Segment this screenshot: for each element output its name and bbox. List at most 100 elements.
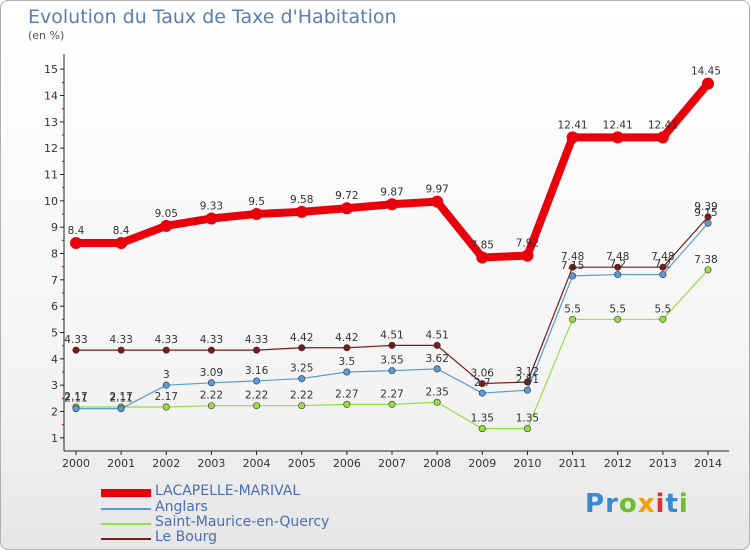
data-point[interactable] [388,400,396,408]
data-point[interactable] [298,375,306,383]
logo-letter: t [665,489,679,519]
data-point[interactable] [162,381,170,389]
data-point[interactable] [659,263,667,271]
y-tick-label: 4 [51,353,58,366]
data-label: 2.27 [335,388,358,400]
data-label: 3.12 [516,366,539,378]
data-label: 5.5 [609,303,626,315]
data-point[interactable] [433,398,441,406]
data-label: 7.85 [471,239,494,251]
data-label: 9.5 [248,196,265,208]
data-point[interactable] [659,271,667,279]
data-point[interactable] [478,425,486,433]
data-point[interactable] [343,344,351,352]
data-point[interactable] [431,195,444,208]
data-point[interactable] [117,346,125,354]
data-label: 7.92 [516,238,539,250]
data-point[interactable] [253,346,261,354]
data-point[interactable] [388,367,396,375]
data-label: 3.06 [471,368,495,380]
data-point[interactable] [569,315,577,323]
data-label: 3.25 [290,363,313,375]
data-point[interactable] [476,251,489,264]
data-label: 4.33 [109,334,132,346]
data-point[interactable] [569,272,577,280]
data-label: 2.7 [474,377,491,389]
data-point[interactable] [614,271,622,279]
data-point[interactable] [656,131,669,144]
data-point[interactable] [523,425,531,433]
data-label: 2.27 [380,388,403,400]
data-point[interactable] [386,198,398,211]
data-point[interactable] [702,77,714,90]
y-tick-label: 13 [44,116,58,129]
y-tick-label: 5 [51,327,58,340]
data-point[interactable] [162,403,170,411]
data-point[interactable] [521,249,534,262]
data-point[interactable] [704,219,712,227]
data-point[interactable] [340,202,353,215]
data-point[interactable] [569,263,577,271]
data-point[interactable] [659,315,667,323]
data-point[interactable] [115,236,128,249]
data-point[interactable] [160,219,173,232]
y-tick-label: 9 [51,221,58,234]
data-point[interactable] [70,236,82,249]
data-label: 2.22 [245,390,268,402]
data-point[interactable] [162,346,170,354]
data-point[interactable] [207,402,215,410]
data-point[interactable] [388,341,396,349]
data-label: 8.4 [68,225,85,237]
data-label: 9.15 [694,207,717,219]
legend-label: LACAPELLE-MARIVAL [155,483,301,499]
data-point[interactable] [478,380,486,388]
logo-letter: x [637,489,656,519]
data-label: 7.48 [651,251,674,263]
data-point[interactable] [117,405,125,413]
data-point[interactable] [433,341,441,349]
data-label: 2.35 [425,386,448,398]
data-point[interactable] [253,377,261,385]
data-point[interactable] [207,346,215,354]
x-tick-label: 2000 [62,457,90,470]
data-point[interactable] [205,212,218,225]
data-point[interactable] [566,131,579,144]
data-point[interactable] [298,344,306,352]
data-point[interactable] [295,205,308,218]
legend-swatch [101,523,151,525]
data-point[interactable] [207,379,215,387]
data-point[interactable] [298,402,306,410]
data-label: 7.48 [606,251,629,263]
y-tick-label: 12 [44,142,58,155]
y-tick-label: 6 [51,300,58,313]
legend-label: Saint-Maurice-en-Quercy [155,514,330,530]
x-tick-label: 2011 [559,457,587,470]
data-point[interactable] [611,131,624,144]
data-label: 4.42 [335,332,358,344]
y-tick-label: 7 [51,274,58,287]
data-point[interactable] [478,389,486,397]
data-point[interactable] [250,208,263,220]
data-point[interactable] [433,365,441,373]
data-point[interactable] [614,263,622,271]
data-point[interactable] [704,266,712,274]
logo-letter: P [585,489,606,519]
data-label: 3.62 [425,353,448,365]
data-point[interactable] [72,346,80,354]
data-label: 14.45 [691,66,721,78]
data-point[interactable] [72,405,80,413]
data-point[interactable] [343,368,351,376]
data-label: 3.16 [245,365,269,377]
y-tick-label: 10 [44,195,58,208]
data-point[interactable] [253,402,261,410]
unit-label: (en %) [28,29,65,42]
y-tick-label: 15 [44,63,58,76]
data-point[interactable] [523,386,531,394]
data-label: 4.33 [245,334,268,346]
data-point[interactable] [343,400,351,408]
data-label: 2.22 [290,390,313,402]
data-point[interactable] [614,315,622,323]
data-point[interactable] [523,378,531,386]
data-label: 2.11 [109,393,132,405]
